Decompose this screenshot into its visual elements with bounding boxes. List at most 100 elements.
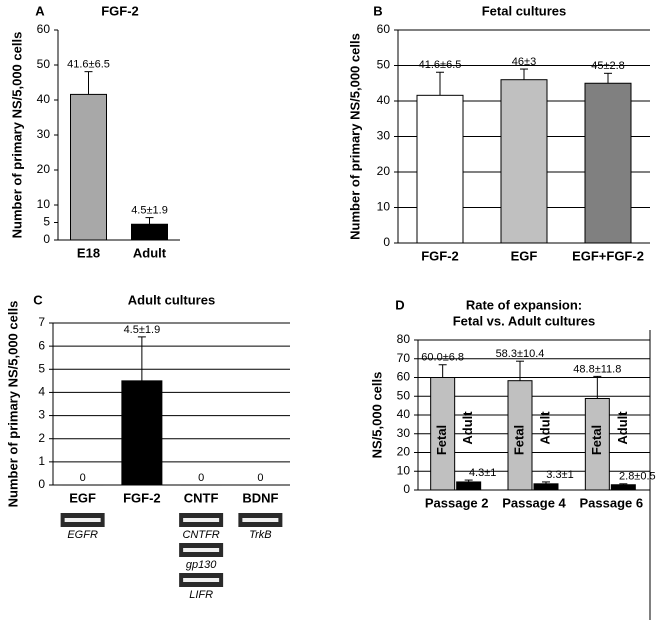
- gel-band: [183, 578, 220, 582]
- y-tick-label: 20: [397, 445, 411, 459]
- gel-label: TrkB: [249, 529, 271, 541]
- value-label: 41.6±6.5: [67, 59, 110, 71]
- y-axis-label: Number of primary NS/5,000 cells: [9, 32, 24, 239]
- series-label: Adult: [537, 411, 552, 445]
- panel-label: A: [35, 3, 45, 18]
- y-tick-label: 40: [377, 93, 391, 107]
- y-tick-label: 60: [37, 22, 51, 36]
- y-tick-label: 10: [377, 200, 391, 214]
- bar: [456, 481, 482, 491]
- y-axis-label: Number of primary NS/5,000 cells: [5, 301, 20, 508]
- y-tick-label: 4: [38, 385, 45, 399]
- y-tick-label: 20: [377, 164, 391, 178]
- chart-title: Fetal cultures: [482, 3, 567, 18]
- y-tick-label: 70: [397, 351, 411, 365]
- y-tick-label: 40: [397, 407, 411, 421]
- x-tick-label: Passage 4: [502, 495, 566, 510]
- y-tick-label: 3: [38, 408, 45, 422]
- y-tick-label: 50: [397, 388, 411, 402]
- y-tick-label: 80: [397, 332, 411, 346]
- bar: [70, 93, 107, 241]
- y-tick-label: 10: [37, 197, 51, 211]
- series-label: Fetal: [511, 425, 526, 455]
- value-label: 0: [80, 472, 86, 484]
- y-tick-label: 40: [37, 92, 51, 106]
- y-tick-label: 50: [37, 57, 51, 71]
- value-label: 3.3±1: [546, 469, 573, 481]
- value-label: 45±2.8: [591, 60, 625, 72]
- bar: [533, 483, 559, 491]
- y-tick-label: 30: [377, 129, 391, 143]
- y-tick-label: 0: [403, 482, 410, 496]
- series-label: Fetal: [434, 425, 449, 455]
- chart-title: Rate of expansion:: [466, 297, 582, 312]
- x-tick-label: Passage 6: [580, 495, 644, 510]
- bar: [584, 82, 632, 244]
- bar: [416, 94, 464, 244]
- value-label: 0: [198, 472, 204, 484]
- y-tick-label: 60: [377, 22, 391, 36]
- y-tick-label: 60: [397, 370, 411, 384]
- y-tick-label: 10: [397, 463, 411, 477]
- y-tick-label: 5: [43, 215, 50, 229]
- x-tick-label: BDNF: [242, 490, 278, 505]
- y-tick-label: 2: [38, 431, 45, 445]
- gel-band: [183, 548, 220, 552]
- y-tick-label: 6: [38, 338, 45, 352]
- y-tick-label: 0: [383, 235, 390, 249]
- x-tick-label: CNTF: [184, 490, 219, 505]
- series-label: Adult: [460, 411, 475, 445]
- x-tick-label: EGF: [511, 248, 538, 263]
- bar: [610, 484, 636, 491]
- value-label: 4.3±1: [469, 467, 496, 479]
- gel-band: [64, 518, 101, 522]
- value-label: 46±3: [512, 56, 536, 68]
- chart-title: FGF-2: [101, 3, 139, 18]
- chart-title: Fetal vs. Adult cultures: [453, 313, 596, 328]
- y-tick-label: 0: [43, 232, 50, 246]
- y-tick-label: 7: [38, 315, 45, 329]
- y-tick-label: 5: [38, 361, 45, 375]
- value-label: 2.8±0.5: [619, 471, 656, 483]
- value-label: 60.0±6.8: [421, 352, 464, 364]
- bar: [507, 380, 533, 491]
- value-label: 58.3±10.4: [496, 348, 545, 360]
- value-label: 4.5±1.9: [124, 324, 161, 336]
- value-label: 41.6±6.5: [419, 59, 462, 71]
- series-label: Fetal: [589, 425, 604, 455]
- x-tick-label: Adult: [133, 245, 167, 260]
- y-tick-label: 50: [377, 58, 391, 72]
- gel-label: gp130: [186, 559, 217, 571]
- bar: [131, 223, 168, 241]
- value-label: 0: [257, 472, 263, 484]
- gel-label: EGFR: [67, 529, 98, 541]
- gel-band: [183, 518, 220, 522]
- bar: [500, 79, 548, 244]
- x-tick-label: FGF-2: [123, 490, 161, 505]
- series-label: Adult: [615, 411, 630, 445]
- value-label: 4.5±1.9: [131, 205, 168, 217]
- chart-title: Adult cultures: [128, 292, 215, 307]
- y-tick-label: 30: [37, 127, 51, 141]
- y-tick-label: 0: [38, 477, 45, 491]
- panel-label: B: [373, 3, 382, 18]
- bar: [121, 380, 163, 486]
- gel-label: CNTFR: [182, 529, 219, 541]
- y-tick-label: 20: [37, 162, 51, 176]
- x-tick-label: EGF: [69, 490, 96, 505]
- panel-label: D: [395, 297, 404, 312]
- value-label: 48.8±11.8: [573, 363, 621, 375]
- y-axis-label: Number of primary NS/5,000 cells: [347, 33, 362, 240]
- x-tick-label: FGF-2: [421, 248, 459, 263]
- gel-band: [242, 518, 279, 522]
- y-axis-label: NS/5,000 cells: [369, 372, 384, 459]
- x-tick-label: EGF+FGF-2: [572, 248, 644, 263]
- bar: [430, 377, 456, 491]
- panel-label: C: [33, 292, 43, 307]
- y-tick-label: 30: [397, 426, 411, 440]
- x-tick-label: E18: [77, 245, 100, 260]
- y-tick-label: 1: [38, 454, 45, 468]
- x-tick-label: Passage 2: [425, 495, 489, 510]
- gel-label: LIFR: [189, 589, 213, 601]
